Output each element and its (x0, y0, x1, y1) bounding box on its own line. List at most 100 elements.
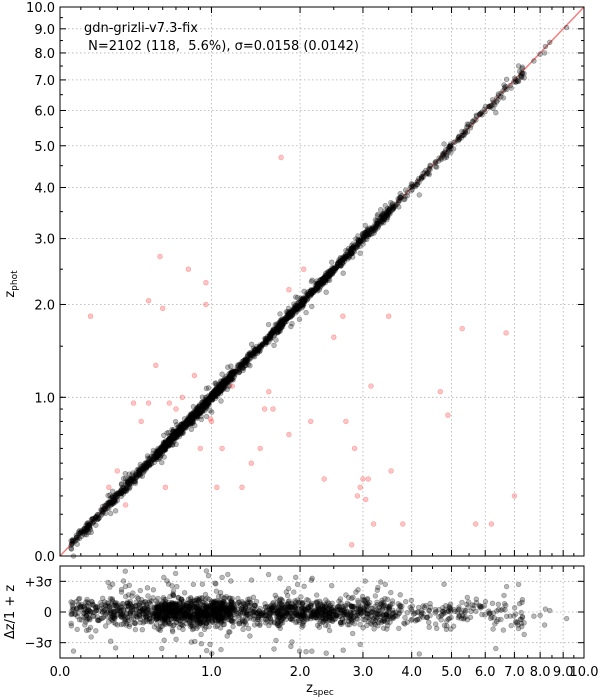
data-point (189, 415, 195, 421)
data-point (127, 481, 133, 487)
residual-point (443, 626, 450, 632)
data-point (109, 494, 115, 500)
data-point (139, 466, 145, 473)
data-point (176, 426, 182, 433)
data-point (191, 413, 198, 419)
residual-point (263, 616, 269, 623)
data-point (192, 414, 199, 420)
data-point (179, 421, 185, 427)
residual-y-tick-label: 0 (44, 606, 52, 621)
data-point (161, 445, 168, 452)
data-point (273, 337, 279, 343)
outlier-point (138, 418, 144, 425)
data-point (136, 470, 143, 477)
data-point (78, 533, 85, 539)
data-point (173, 428, 179, 435)
data-point (187, 416, 194, 422)
data-point (121, 485, 127, 491)
residual-point (279, 620, 286, 626)
data-point (304, 295, 311, 302)
data-point (163, 447, 169, 453)
residual-point (411, 611, 417, 617)
data-point (380, 218, 386, 224)
data-point (182, 422, 189, 428)
residual-point (159, 645, 165, 652)
data-point (157, 454, 164, 461)
residual-point (291, 589, 297, 595)
data-point (101, 506, 108, 512)
data-point (180, 420, 187, 426)
data-point (125, 479, 132, 485)
outlier-point (301, 266, 307, 272)
data-point (133, 472, 140, 478)
data-point (153, 454, 159, 460)
data-point (366, 227, 372, 233)
data-point (172, 432, 179, 438)
data-point (147, 461, 153, 467)
x-axis-label: zspec (306, 681, 334, 698)
data-point (186, 417, 192, 423)
data-point (91, 519, 97, 525)
data-point (155, 448, 162, 454)
data-point (179, 427, 186, 433)
outlier-point (503, 330, 509, 336)
data-point (154, 449, 160, 455)
residual-point (154, 605, 161, 611)
data-point (187, 414, 193, 420)
data-point (178, 427, 185, 433)
data-point (163, 442, 170, 449)
data-point (192, 422, 198, 429)
data-point (156, 448, 162, 454)
residual-point (326, 611, 332, 617)
data-point (197, 409, 203, 416)
residual-point (355, 587, 361, 593)
data-point (186, 419, 192, 425)
data-point (194, 415, 200, 422)
data-point (197, 410, 203, 416)
data-point (152, 453, 159, 460)
data-point (150, 447, 157, 454)
data-point (133, 474, 140, 481)
data-point (100, 508, 106, 514)
x-tick-label: 2.0 (290, 665, 311, 680)
residual-point (507, 613, 513, 619)
data-point (190, 419, 196, 425)
data-point (84, 525, 91, 531)
outlier-point (261, 406, 268, 412)
data-point (323, 289, 329, 295)
data-point (83, 528, 90, 534)
data-point (174, 430, 181, 436)
residual-point (248, 607, 254, 613)
data-point (161, 444, 167, 450)
residual-point (284, 611, 291, 617)
residual-point (96, 617, 102, 624)
data-point (174, 431, 180, 437)
data-point (100, 506, 107, 512)
data-point (173, 431, 179, 437)
data-point (139, 473, 146, 479)
data-point (199, 405, 206, 411)
data-point (117, 490, 123, 496)
residual-point (137, 599, 144, 606)
data-point (124, 479, 131, 486)
data-point (424, 170, 430, 176)
residual-point (285, 605, 291, 611)
outlier-point (331, 334, 337, 340)
residual-point (511, 605, 518, 611)
data-point (81, 525, 88, 532)
residual-point (150, 587, 157, 593)
data-point (107, 499, 114, 506)
data-point (154, 448, 161, 454)
data-point (146, 462, 153, 468)
data-point (99, 511, 106, 517)
data-point (187, 414, 194, 421)
data-point (189, 416, 195, 423)
outlier-point (278, 154, 284, 161)
data-point (201, 404, 207, 410)
outlier-point (185, 266, 192, 272)
data-point (180, 422, 186, 428)
data-point (174, 430, 181, 436)
data-point (135, 472, 142, 478)
data-point (96, 511, 102, 518)
data-point (143, 462, 150, 469)
